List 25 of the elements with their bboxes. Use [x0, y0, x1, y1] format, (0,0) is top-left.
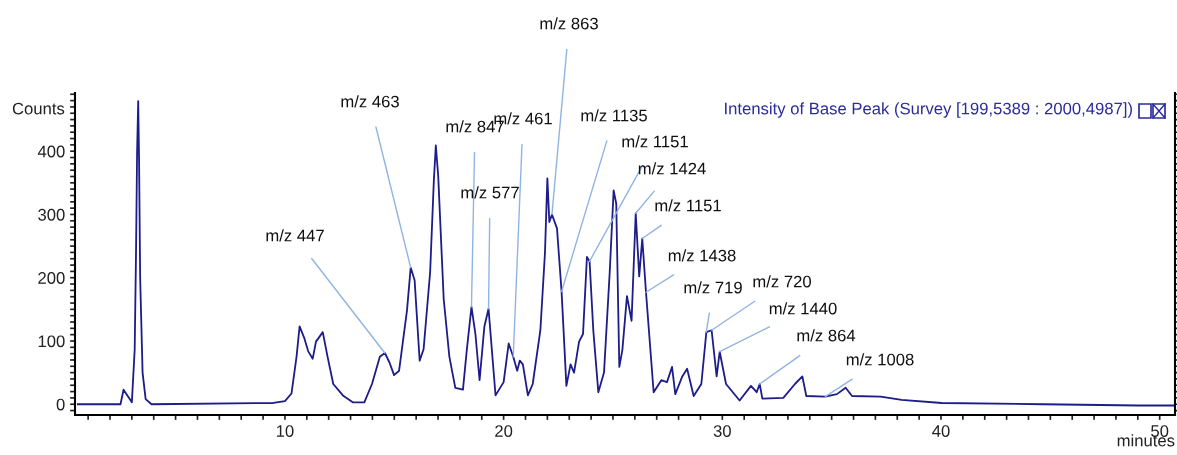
- x-tick-label: 20: [495, 425, 513, 437]
- annotation: m/z 1151: [655, 199, 721, 212]
- annotation: m/z 1151: [622, 135, 688, 148]
- y-tick-label: 200: [38, 272, 65, 284]
- annotation: m/z 863: [540, 17, 598, 30]
- annotation: m/z 1438: [668, 249, 736, 262]
- y-tick-label: 400: [37, 145, 65, 158]
- annotation: m/z 719: [684, 281, 742, 294]
- y-tick-label: 300: [38, 208, 65, 221]
- annotation: m/z 463: [341, 95, 399, 108]
- text: Intensity of Base Peak (Survey [199,5389 : 2000,4987]): [725, 102, 1132, 118]
- annotation: m/z 720: [753, 275, 811, 288]
- annotation: m/z 1424: [638, 162, 706, 175]
- annotation: m/z 447: [266, 229, 324, 242]
- y-tick-label: 100: [38, 335, 65, 348]
- y-axis-title: Counts: [12, 102, 65, 115]
- annotation: m/z 1135: [581, 109, 647, 122]
- x-tick-label: 30: [713, 425, 731, 437]
- annotation: m/z 1008: [846, 353, 914, 366]
- annotation: m/z 1440: [769, 302, 837, 315]
- x-tick-label: 10: [276, 425, 294, 437]
- annotation: m/z 864: [797, 329, 856, 342]
- annotation: m/z 577: [461, 186, 519, 199]
- x-tick-label: 40: [932, 425, 950, 437]
- y-tick-label: 0: [56, 398, 65, 411]
